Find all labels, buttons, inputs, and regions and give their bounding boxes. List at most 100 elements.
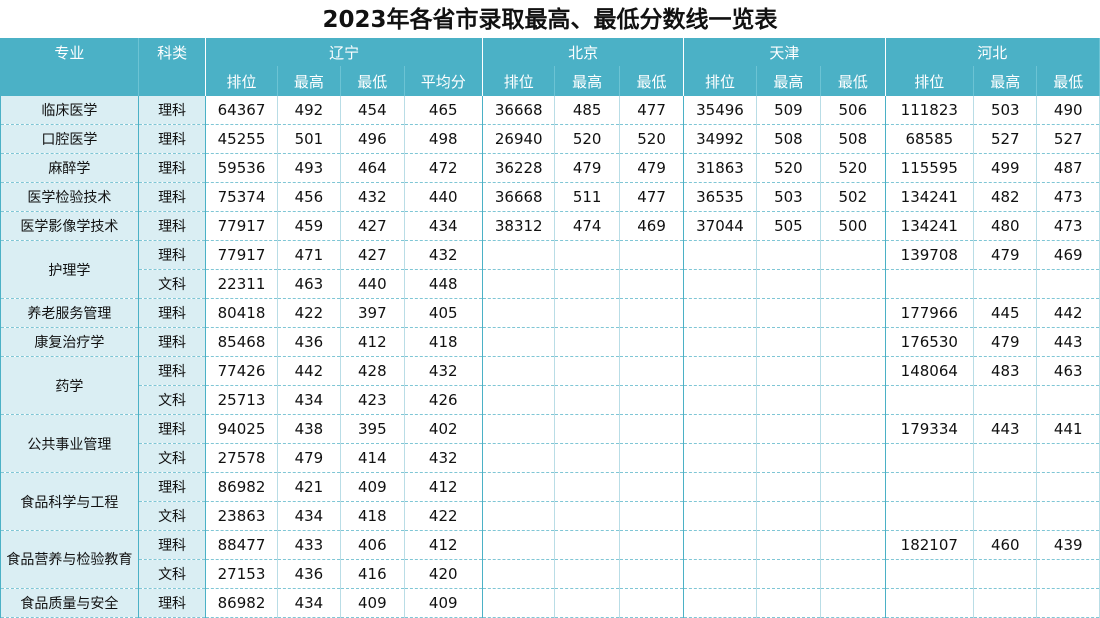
liaoning-cell: 434 xyxy=(404,211,483,241)
liaoning-cell: 85468 xyxy=(205,327,278,357)
table-row: 文科 23863 434 418 422 xyxy=(1,501,1100,531)
tj-cell xyxy=(683,501,757,531)
bj-cell xyxy=(619,298,685,328)
liaoning-cell: 434 xyxy=(277,588,342,618)
hb-cell xyxy=(973,501,1038,531)
category-cell: 文科 xyxy=(138,559,207,589)
bj-cell xyxy=(554,588,620,618)
hb-cell: 482 xyxy=(973,182,1038,212)
tj-cell xyxy=(756,472,822,502)
table-row: 文科 27153 436 416 420 xyxy=(1,559,1100,589)
bj-cell xyxy=(482,559,556,589)
tj-cell xyxy=(756,501,822,531)
hb-cell xyxy=(885,269,975,299)
liaoning-cell: 456 xyxy=(277,182,342,212)
table-row: 文科 22311 463 440 448 xyxy=(1,269,1100,299)
liaoning-cell: 440 xyxy=(404,182,483,212)
tj-cell xyxy=(683,530,757,560)
hb-cell xyxy=(885,501,975,531)
major-cell: 康复治疗学 xyxy=(0,327,139,357)
hb-cell: 463 xyxy=(1036,356,1100,386)
tj-cell xyxy=(820,269,886,299)
bj-cell xyxy=(554,356,620,386)
score-table: 专业 科类 辽宁 北京 天津 河北 排位 最高 最低 平均分 排位 最高 最低 排位 最高 最低排… xyxy=(0,38,1100,618)
category-cell: 文科 xyxy=(138,385,207,415)
liaoning-cell: 64367 xyxy=(205,96,278,125)
bj-cell xyxy=(619,472,685,502)
liaoning-cell: 432 xyxy=(404,356,483,386)
liaoning-cell: 472 xyxy=(404,153,483,183)
tj-cell xyxy=(820,356,886,386)
hb-cell: 443 xyxy=(1036,327,1100,357)
tj-cell xyxy=(820,472,886,502)
bj-cell: 477 xyxy=(619,182,685,212)
bj-cell xyxy=(482,414,556,444)
tj-cell xyxy=(820,240,886,270)
table-row: 食品科学与工程 理科 86982 421 409 412 xyxy=(0,472,1100,531)
hb-cell: 115595 xyxy=(885,153,975,183)
tj-cell: 31863 xyxy=(683,153,757,183)
hb-cell: 503 xyxy=(973,96,1038,125)
tj-cell: 520 xyxy=(756,153,822,183)
tj-cell xyxy=(683,298,757,328)
hb-cell: 445 xyxy=(973,298,1038,328)
hb-cell: 177966 xyxy=(885,298,975,328)
liaoning-cell: 438 xyxy=(277,414,342,444)
hb-cell xyxy=(1036,269,1100,299)
bj-cell xyxy=(554,385,620,415)
hb-cell: 460 xyxy=(973,530,1038,560)
tj-cell xyxy=(820,443,886,473)
bj-cell xyxy=(619,559,685,589)
major-cell: 医学影像学技术 xyxy=(0,211,139,241)
table-row: 医学影像学技术 理科 77917 459 427 434 38312 474 469 37044 5… xyxy=(0,211,1100,241)
major-cell: 药学 xyxy=(0,356,139,415)
subheader-liaoning-3: 平均分 xyxy=(404,66,483,96)
liaoning-cell: 409 xyxy=(404,588,483,618)
hb-cell xyxy=(973,588,1038,618)
liaoning-cell: 422 xyxy=(277,298,342,328)
subheader-tj-2: 最低 xyxy=(820,66,886,96)
bj-cell xyxy=(619,588,685,618)
tj-cell xyxy=(756,443,822,473)
tj-cell xyxy=(683,414,757,444)
hb-cell xyxy=(973,472,1038,502)
major-cell: 养老服务管理 xyxy=(0,298,139,328)
tj-cell: 508 xyxy=(756,124,822,154)
tj-cell xyxy=(820,530,886,560)
liaoning-cell: 405 xyxy=(404,298,483,328)
tj-cell: 509 xyxy=(756,96,822,125)
category-cell: 理科 xyxy=(138,530,207,560)
bj-cell xyxy=(619,327,685,357)
tj-cell xyxy=(820,385,886,415)
tj-cell xyxy=(683,559,757,589)
liaoning-cell: 479 xyxy=(277,443,342,473)
category-cell: 理科 xyxy=(138,124,207,154)
bj-cell: 474 xyxy=(554,211,620,241)
table-body: 临床医学 理科 64367 492 454 465 36668 485 477 35496 509 5… xyxy=(0,96,1100,618)
hb-cell xyxy=(885,443,975,473)
subheader-hb-0: 排位 xyxy=(885,66,975,96)
table-row: 康复治疗学 理科 85468 436 412 418 176530 479 443 xyxy=(0,327,1100,357)
major-cell: 食品营养与检验教育 xyxy=(0,530,139,589)
liaoning-cell: 402 xyxy=(404,414,483,444)
tj-cell: 503 xyxy=(756,182,822,212)
header-province-tianjin: 天津 xyxy=(683,38,886,66)
liaoning-cell: 496 xyxy=(340,124,405,154)
liaoning-cell: 22311 xyxy=(205,269,278,299)
category-cell: 理科 xyxy=(138,153,207,183)
bj-cell xyxy=(554,501,620,531)
bj-cell: 469 xyxy=(619,211,685,241)
hb-cell: 487 xyxy=(1036,153,1100,183)
bj-cell xyxy=(482,530,556,560)
liaoning-cell: 416 xyxy=(340,559,405,589)
bj-cell xyxy=(619,269,685,299)
liaoning-cell: 88477 xyxy=(205,530,278,560)
hb-cell: 499 xyxy=(973,153,1038,183)
hb-cell: 148064 xyxy=(885,356,975,386)
tj-cell xyxy=(820,327,886,357)
category-cell: 理科 xyxy=(138,472,207,502)
liaoning-cell: 423 xyxy=(340,385,405,415)
subheader-liaoning-0: 排位 xyxy=(205,66,278,96)
bj-cell: 36668 xyxy=(482,96,556,125)
bj-cell: 36228 xyxy=(482,153,556,183)
